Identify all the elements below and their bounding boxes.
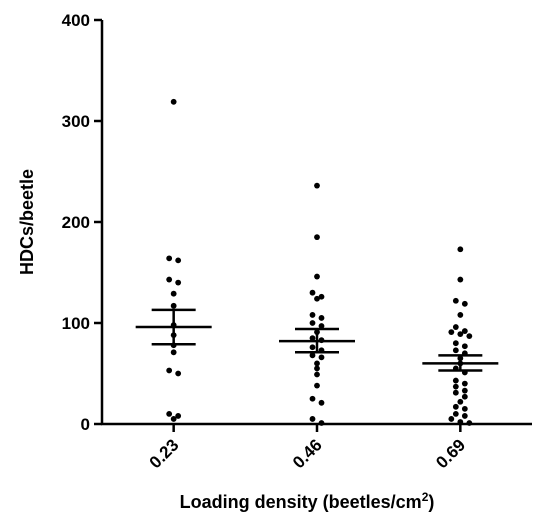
y-axis-title: HDCs/beetle bbox=[17, 169, 37, 275]
data-point bbox=[166, 276, 173, 283]
data-point bbox=[452, 389, 459, 396]
data-point bbox=[452, 403, 459, 410]
data-point bbox=[170, 416, 177, 422]
data-point bbox=[452, 383, 459, 390]
y-tick-label: 300 bbox=[62, 112, 90, 131]
x-axis: 0.23 0.46 0.69 bbox=[101, 422, 532, 472]
data-point bbox=[457, 276, 464, 283]
data-groups bbox=[135, 98, 499, 426]
data-point bbox=[457, 331, 464, 338]
data-point bbox=[170, 290, 177, 297]
data-point bbox=[166, 255, 173, 262]
x-axis-title-main: Loading density (beetles/cm bbox=[180, 492, 422, 512]
data-point bbox=[166, 367, 173, 374]
data-point bbox=[175, 370, 182, 377]
x-axis-title: Loading density (beetles/cm2) bbox=[180, 490, 435, 512]
data-point bbox=[170, 98, 177, 105]
data-point bbox=[309, 335, 316, 342]
data-point bbox=[461, 393, 468, 400]
data-point bbox=[314, 234, 320, 241]
data-point bbox=[314, 182, 320, 189]
data-point bbox=[452, 411, 459, 417]
data-point bbox=[461, 405, 468, 412]
x-axis-title-superscript: 2 bbox=[422, 490, 429, 504]
y-axis: 0 100 200 300 400 bbox=[62, 11, 104, 434]
data-point bbox=[318, 354, 325, 361]
data-point bbox=[461, 413, 468, 419]
data-point bbox=[309, 289, 316, 296]
data-point bbox=[318, 315, 325, 321]
data-point bbox=[166, 411, 173, 417]
data-point bbox=[466, 420, 473, 426]
data-point bbox=[309, 352, 316, 359]
data-point bbox=[309, 344, 316, 351]
data-point bbox=[452, 324, 459, 330]
data-point bbox=[314, 360, 320, 367]
data-point bbox=[452, 347, 459, 354]
data-point bbox=[175, 413, 182, 419]
data-point bbox=[461, 343, 468, 350]
data-point bbox=[309, 312, 316, 318]
data-point bbox=[448, 329, 455, 335]
x-tick-label: 0.23 bbox=[146, 435, 183, 472]
data-point bbox=[461, 300, 468, 307]
x-tick-label: 0.46 bbox=[289, 435, 326, 472]
data-point bbox=[457, 246, 464, 253]
data-point bbox=[170, 349, 177, 356]
data-point bbox=[461, 387, 468, 394]
data-point bbox=[170, 302, 177, 309]
y-tick-label: 400 bbox=[62, 11, 90, 30]
data-point bbox=[448, 416, 455, 422]
y-tick-label: 100 bbox=[62, 314, 90, 333]
data-point bbox=[461, 380, 468, 387]
group-0.69 bbox=[422, 246, 499, 426]
data-point bbox=[452, 377, 459, 384]
data-point bbox=[318, 420, 325, 426]
data-point bbox=[314, 273, 320, 280]
data-point bbox=[457, 312, 464, 318]
data-point bbox=[314, 382, 320, 389]
data-point bbox=[452, 340, 459, 347]
group-0.23 bbox=[135, 98, 212, 422]
x-axis-title-end: ) bbox=[428, 492, 434, 512]
data-point bbox=[452, 297, 459, 304]
data-point bbox=[457, 398, 464, 405]
group-0.46 bbox=[279, 182, 355, 426]
data-point bbox=[175, 279, 182, 286]
data-point bbox=[318, 323, 325, 329]
data-point bbox=[318, 399, 325, 406]
data-point bbox=[314, 295, 320, 302]
data-point bbox=[461, 328, 468, 334]
data-point bbox=[457, 419, 464, 425]
data-point bbox=[466, 333, 473, 340]
y-tick-label: 200 bbox=[62, 213, 90, 232]
data-point bbox=[309, 416, 316, 422]
x-tick-label: 0.69 bbox=[432, 435, 469, 472]
y-tick-label: 0 bbox=[81, 415, 90, 434]
data-point bbox=[309, 395, 316, 402]
data-point bbox=[309, 320, 316, 326]
data-point bbox=[318, 293, 325, 300]
data-point bbox=[314, 371, 320, 378]
data-point bbox=[175, 257, 182, 264]
data-point bbox=[314, 365, 320, 372]
